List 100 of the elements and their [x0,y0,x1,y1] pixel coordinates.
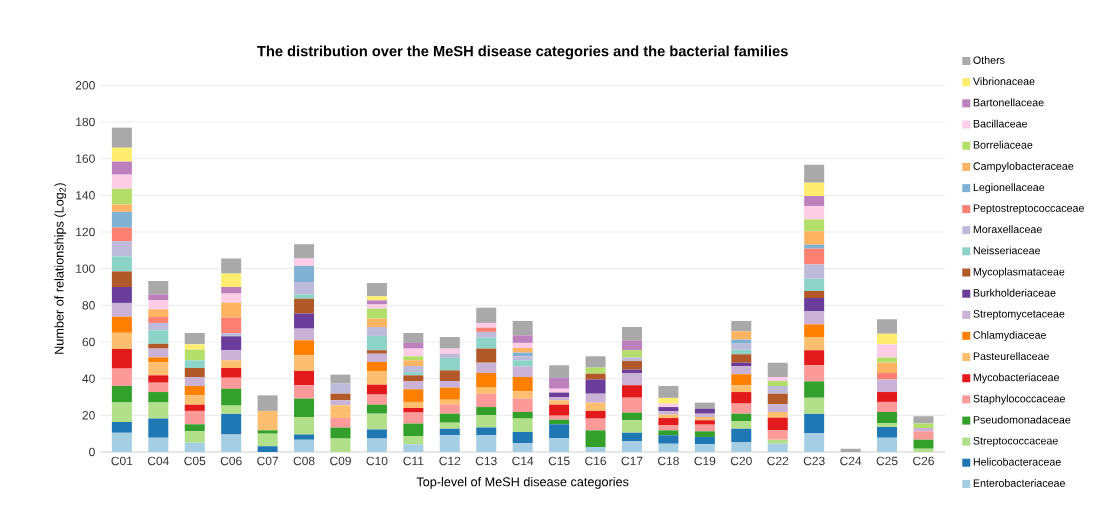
bar [257,446,278,452]
bar [512,320,533,336]
bar [111,368,132,386]
bar [148,437,169,452]
bar [767,404,788,413]
bar [585,410,606,419]
y-tick-label: 100 [76,264,95,273]
bar [221,317,242,333]
bar [221,273,242,287]
bar [877,357,898,363]
bar [294,244,315,259]
bar [585,402,606,411]
bar [111,188,132,205]
x-tick-label: C14 [512,456,534,466]
bar [877,333,898,345]
bar [366,308,387,319]
legend-label: Staphylococcaceae [973,394,1065,405]
legend-label: Pseudomonadaceae [973,415,1071,424]
bar [476,372,497,388]
bar [184,360,205,369]
bar [439,387,460,400]
bar [184,424,205,432]
bar [658,418,679,426]
bar [658,430,679,436]
bar [621,385,642,398]
y-tick-label: 40 [82,374,95,383]
bar [184,404,205,411]
bar [403,360,424,367]
bar [877,437,898,452]
bar [804,397,825,414]
bar [585,379,606,394]
bar [585,367,606,374]
bar [585,373,606,380]
bar [476,407,497,416]
y-tick-label: 120 [76,227,95,237]
bar [330,418,351,428]
bar [731,403,752,414]
bar [476,307,497,323]
bar [731,428,752,442]
bar [476,362,497,373]
bar [403,381,424,390]
bar [694,420,715,425]
bar [877,379,898,393]
x-tick-label: C05 [184,456,206,466]
bar [294,385,315,399]
bar [111,204,132,212]
bar [111,127,132,148]
bar [439,348,460,354]
bar [877,362,898,373]
bar [767,393,788,405]
legend-label: Peptostreptococcaceae [973,204,1084,215]
bar [111,316,132,333]
bar [694,431,715,437]
legend-label: Vibrionaceae [972,77,1035,86]
bar [804,231,825,245]
bar [111,432,132,452]
bar [804,164,825,183]
bar [148,375,169,383]
legend-label: Enterobacteriaceae [973,479,1065,487]
bar [804,219,825,232]
bar [294,340,315,356]
bar [403,444,424,452]
legend-label: Moraxellaceae [973,225,1042,234]
bar [694,444,715,452]
bar [731,331,752,340]
bar [877,412,898,424]
bar [294,265,315,283]
bar [767,362,788,377]
bar [731,392,752,404]
bar [549,438,570,452]
x-tick-label: C19 [694,456,716,466]
bar [694,408,715,414]
bar [585,418,606,431]
bar [184,431,205,443]
x-tick-label: C13 [475,456,497,466]
bar [403,389,424,402]
bar [111,286,132,303]
bar [111,256,132,272]
bar [804,350,825,366]
x-tick-label: C11 [403,456,424,466]
bar [658,397,679,404]
y-tick-label: 160 [76,154,95,163]
bar [221,293,242,303]
legend-label: Campylobacteraceae [973,162,1074,173]
bar [439,428,460,436]
bar [439,357,460,371]
bar [294,355,315,371]
bar [330,374,351,384]
bar [294,416,315,435]
bar [221,377,242,389]
y-tick-label: 140 [76,191,95,200]
bar [221,258,242,274]
bar [731,385,752,393]
bar [731,413,752,421]
bar [767,412,788,418]
bar [184,385,205,396]
bar [621,412,642,421]
bar [549,377,570,389]
bar [731,320,752,332]
bar [621,420,642,433]
